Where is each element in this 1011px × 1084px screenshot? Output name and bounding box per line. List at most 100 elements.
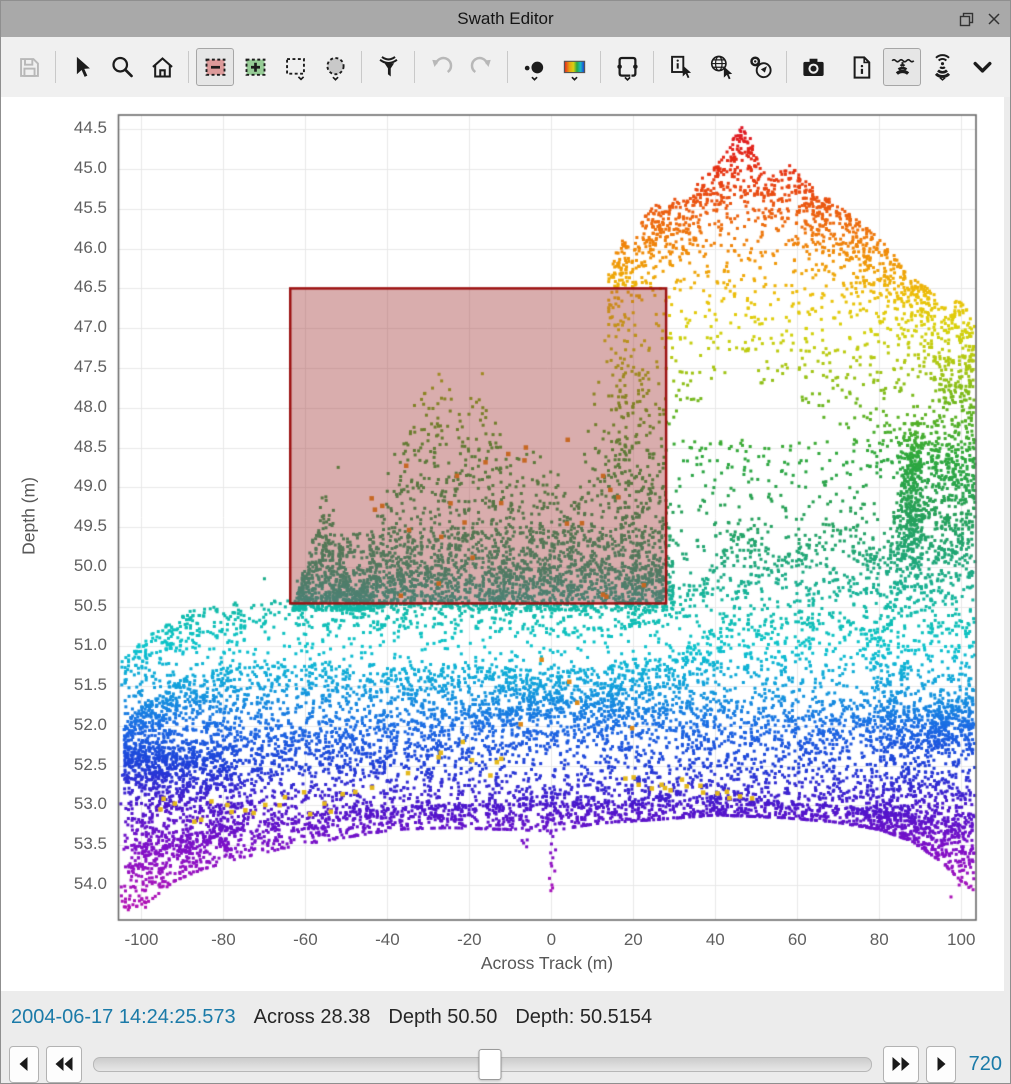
compass-button[interactable] (741, 48, 779, 86)
lasso-select-icon (325, 56, 345, 81)
slider-handle[interactable] (478, 1048, 502, 1080)
y-tick-label: 54.0 (73, 874, 107, 893)
toolbar-separator (786, 51, 787, 83)
y-tick-label: 49.0 (73, 476, 107, 496)
filter-button[interactable] (369, 48, 407, 86)
close-button[interactable] (986, 11, 1002, 27)
multi-swath-view-button[interactable] (923, 48, 961, 86)
point-size-icon (524, 61, 543, 81)
y-tick-label: 50.5 (73, 595, 107, 615)
x-tick-label: 60 (787, 930, 807, 949)
colormap-icon (563, 60, 585, 81)
arrow-right-icon (937, 1057, 946, 1071)
toolbar-separator (55, 51, 56, 83)
swath-figure: 44.5 45.0 45.5 46.0 46.5 47.0 47.5 48.0 48.5 49.0… (1, 97, 1010, 991)
home-button[interactable] (143, 48, 181, 86)
accept-selection-icon (245, 58, 265, 76)
y-tick-label: 47.0 (73, 317, 107, 337)
save-icon (19, 57, 39, 77)
ping-navigation-bar: 720 (1, 1043, 1010, 1083)
reject-rectangle-button[interactable] (196, 48, 234, 86)
y-tick-label: 47.5 (73, 356, 107, 376)
geo-pick-button[interactable] (701, 48, 739, 86)
y-tick-label: 51.5 (73, 675, 107, 695)
reject-selection-icon (205, 58, 225, 76)
float-window-button[interactable] (958, 11, 974, 27)
toolbar (1, 37, 1010, 97)
cursor-across-value: Across 28.38 (253, 1005, 371, 1028)
magnifier-icon (111, 56, 133, 77)
x-tick-label: 80 (869, 930, 889, 949)
accept-rectangle-button[interactable] (236, 48, 274, 86)
chevron-down-icon (623, 76, 631, 81)
info-pick-button[interactable] (661, 48, 699, 86)
toolbar-separator (414, 51, 415, 83)
cursor-depth-value: Depth 50.50 (388, 1005, 498, 1028)
toolbar-separator (188, 51, 189, 83)
point-size-button[interactable] (515, 48, 553, 86)
y-tick-label: 45.5 (73, 197, 107, 217)
fast-backward-button[interactable] (46, 1045, 82, 1083)
next-ping-button[interactable] (926, 1045, 956, 1083)
swath-scatter-plot[interactable] (1, 97, 1010, 991)
x-tick-label: -40 (375, 930, 400, 949)
sounding-depth-value: Depth: 50.5154 (515, 1005, 653, 1028)
lasso-select-button[interactable] (316, 48, 354, 86)
y-tick-label: 51.0 (73, 635, 107, 655)
subset-outline-button[interactable] (608, 48, 646, 86)
x-tick-label: 40 (705, 930, 725, 949)
home-icon (151, 56, 173, 78)
single-swath-view-button[interactable] (883, 48, 921, 86)
compass-icon (749, 55, 772, 78)
snapshot-button[interactable] (794, 48, 832, 86)
toolbar-separator (361, 51, 362, 83)
chevron-down-icon (570, 76, 578, 81)
ping-slider[interactable] (93, 1046, 872, 1083)
info-pick-icon (670, 55, 691, 78)
more-button[interactable] (963, 48, 1001, 86)
x-axis-title: Across Track (m) (480, 953, 614, 973)
x-tick-label: -20 (457, 930, 482, 949)
chevron-down-icon (973, 61, 991, 73)
cursor-icon (76, 56, 90, 77)
subset-outline-icon (616, 56, 638, 81)
document-info-button[interactable] (843, 48, 881, 86)
y-tick-label: 45.0 (73, 158, 107, 178)
document-info-icon (853, 55, 870, 79)
y-tick-label: 53.0 (73, 794, 107, 814)
select-cursor-button[interactable] (63, 48, 101, 86)
redo-button[interactable] (462, 48, 500, 86)
undo-button[interactable] (422, 48, 460, 86)
double-arrow-right-icon (892, 1057, 910, 1071)
x-tick-label: -80 (211, 930, 236, 949)
filter-icon (378, 55, 398, 76)
multi-swath-icon (934, 53, 950, 81)
undo-icon (431, 56, 452, 73)
chevron-down-icon (938, 76, 946, 81)
chevron-down-icon (530, 76, 538, 81)
title-bar[interactable]: Swath Editor (1, 1, 1010, 37)
x-tick-label: 20 (623, 930, 643, 949)
toolbar-separator (507, 51, 508, 83)
rectangle-select-button[interactable] (276, 48, 314, 86)
colormap-button[interactable] (555, 48, 593, 86)
single-swath-icon (891, 58, 914, 75)
x-tick-label: -60 (293, 930, 318, 949)
previous-ping-button[interactable] (9, 1045, 39, 1083)
x-tick-label: -100 (124, 930, 159, 949)
globe-pick-icon (710, 55, 732, 79)
x-tick-label: 0 (546, 930, 557, 949)
save-button[interactable] (10, 48, 48, 86)
arrow-left-icon (19, 1057, 28, 1071)
chevron-down-icon (331, 76, 339, 81)
y-tick-label: 53.5 (73, 834, 107, 854)
fast-forward-button[interactable] (883, 1045, 919, 1083)
ping-number: 720 (968, 1052, 1002, 1075)
status-bar: 2004-06-17 14:24:25.573 Across 28.38 Dep… (1, 991, 1010, 1043)
zoom-button[interactable] (103, 48, 141, 86)
y-tick-label: 52.0 (73, 714, 107, 734)
y-tick-label: 48.0 (73, 396, 107, 416)
close-icon (988, 13, 1000, 25)
y-tick-label: 50.0 (73, 555, 107, 575)
